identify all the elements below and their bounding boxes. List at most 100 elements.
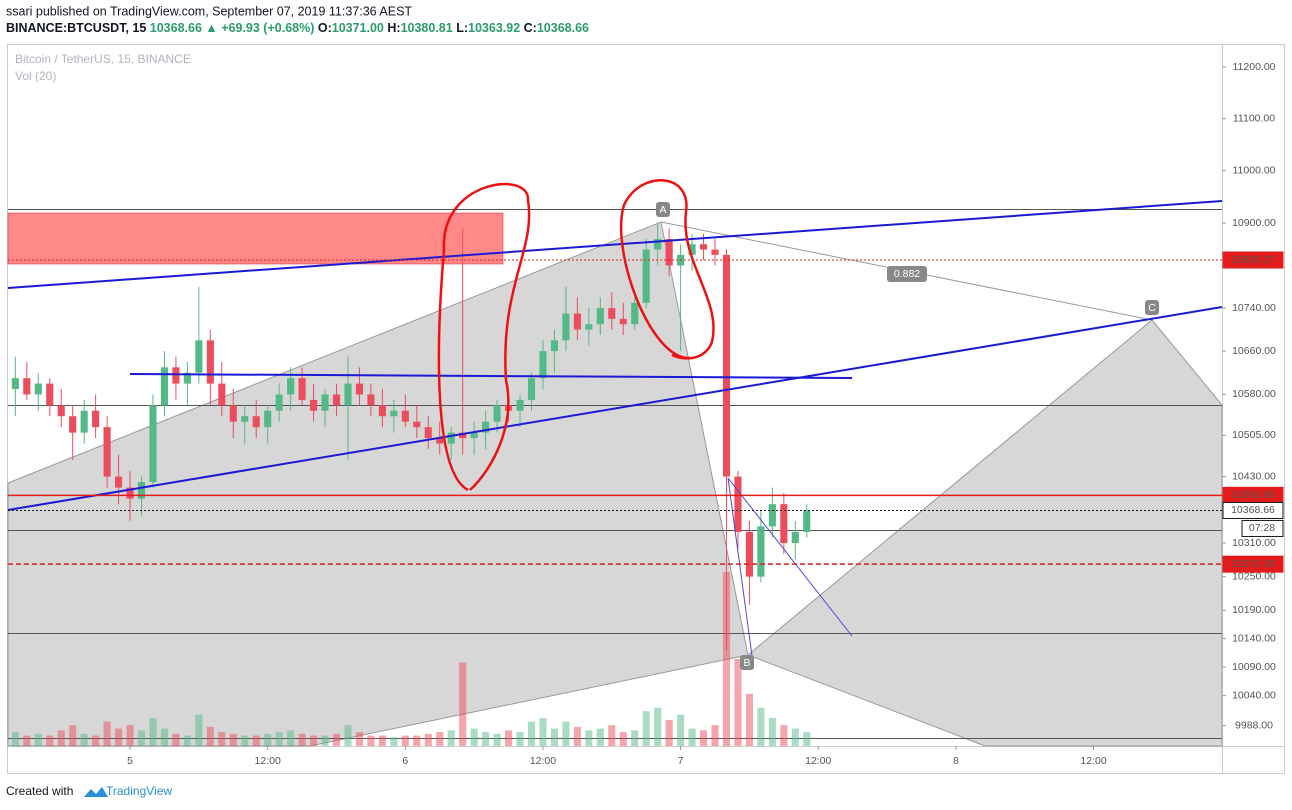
candle-body [585, 324, 593, 330]
volume-bar [436, 732, 444, 746]
volume-bar [734, 659, 742, 746]
volume-bar [298, 733, 306, 746]
candle-body [459, 432, 467, 439]
candle-body [413, 421, 421, 428]
volume-bar [688, 728, 696, 746]
hand-drawn-circle [619, 179, 715, 360]
volume-bar [310, 735, 318, 746]
symbol: BINANCE:BTCUSDT, 15 [6, 21, 146, 35]
ohlc-line: BINANCE:BTCUSDT, 15 10368.66 ▲ +69.93 (+… [6, 21, 589, 35]
volume-bar [424, 733, 432, 746]
volume-bar [195, 714, 203, 746]
candle-body [46, 383, 54, 406]
candle-body [275, 394, 283, 411]
y-tick-label: 10430.00 [1232, 470, 1276, 482]
volume-bar [459, 662, 467, 746]
trend-line [7, 306, 1223, 511]
point-b: B [743, 657, 750, 669]
candle-body [218, 383, 226, 406]
candle-body [264, 410, 272, 428]
hand-drawn-circle [437, 182, 531, 492]
candle-body [23, 378, 31, 395]
candle-body [137, 482, 146, 499]
change: ▲ +69.93 (+0.68%) [205, 21, 314, 35]
x-tick-label: 12:00 [255, 755, 281, 767]
volume-bar [57, 730, 65, 746]
close-label: C: [524, 21, 537, 35]
price-badge [1222, 555, 1284, 573]
candle-body [172, 367, 180, 384]
volume-bar [367, 735, 375, 746]
price-badge-label: 10368.66 [1231, 504, 1275, 516]
candle-body [482, 421, 490, 433]
volume-bar [539, 718, 547, 746]
candle-body [115, 476, 123, 488]
candle-body [722, 254, 731, 477]
candle-body [11, 378, 19, 390]
candle-body [631, 302, 639, 325]
x-tick-label: 12:00 [1080, 755, 1106, 767]
y-tick-label: 10740.00 [1232, 302, 1276, 314]
chart-frame [7, 44, 1285, 774]
volume-bar [596, 728, 604, 746]
candle-body [378, 405, 386, 417]
volume-bar [23, 735, 31, 746]
volume-bar [585, 730, 593, 746]
y-tick-label: 11000.00 [1232, 164, 1275, 176]
candle-body [665, 238, 673, 266]
open-label: O: [318, 21, 332, 35]
series-title: Bitcoin / TetherUS, 15, BINANCE [15, 52, 191, 66]
close-value: 10368.66 [537, 21, 589, 35]
volume-bar [115, 728, 123, 746]
volume-bar [608, 725, 616, 746]
candle-body [516, 399, 524, 411]
volume-bar [711, 725, 719, 746]
candle-body [160, 367, 169, 406]
volume-bar [631, 730, 639, 746]
candle-body [424, 427, 432, 439]
pattern-drawings [7, 209, 1223, 747]
y-tick-label: 10580.00 [1232, 388, 1276, 400]
volume-bar [401, 735, 409, 746]
candle-body [539, 351, 547, 379]
candle-body [195, 340, 203, 373]
candle-body [608, 308, 616, 319]
ratio-badge [887, 266, 927, 282]
candle-body [355, 383, 364, 395]
candle-body [80, 410, 88, 433]
candle-body [780, 504, 788, 544]
point-a-badge [656, 202, 670, 217]
volume-bar [229, 733, 237, 746]
price-badge-label: 10272.26 [1231, 558, 1275, 570]
y-tick-label: 10190.00 [1232, 604, 1276, 616]
volume-bar [92, 735, 100, 746]
candle-body [757, 526, 765, 577]
candle-body [447, 432, 455, 444]
candle-body [287, 378, 295, 395]
y-tick-label: 10900.00 [1232, 217, 1276, 229]
volume-bar [745, 693, 753, 746]
y-tick-label: 10505.00 [1232, 429, 1276, 441]
y-tick-label: 11100.00 [1233, 112, 1275, 124]
volume-bar [183, 735, 191, 746]
countdown: 07:28 [1249, 522, 1275, 534]
candle-body [527, 378, 536, 400]
volume-bar [757, 707, 765, 746]
y-tick-label: 10090.00 [1232, 661, 1276, 673]
volume-bar [126, 725, 134, 746]
candle-body [493, 405, 501, 422]
countdown-badge [1241, 519, 1284, 537]
point-a: A [659, 204, 666, 216]
y-tick-label: 10660.00 [1232, 345, 1276, 357]
candle-body [734, 476, 742, 532]
volume-bar [562, 721, 570, 746]
volume-bar [447, 730, 455, 746]
x-tick-label: 8 [953, 755, 959, 767]
volume-bar [722, 572, 731, 746]
volume-bar [768, 718, 776, 746]
candle-body [470, 432, 478, 439]
low-label: L: [456, 21, 468, 35]
volume-bar [413, 735, 421, 746]
volume-bar [654, 707, 662, 746]
volume-bar [791, 728, 799, 746]
